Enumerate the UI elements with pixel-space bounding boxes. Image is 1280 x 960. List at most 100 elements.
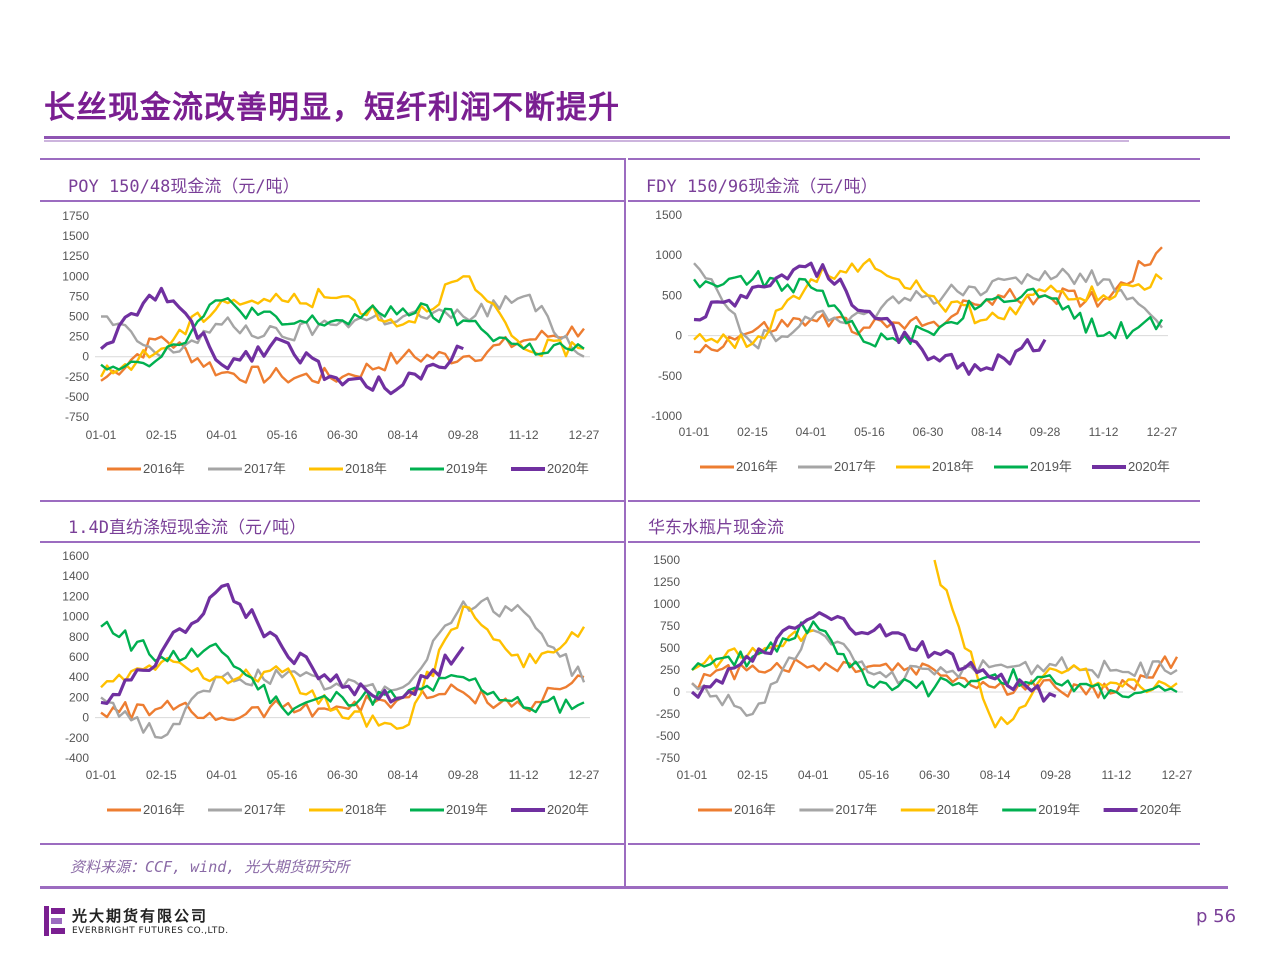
x-tick-label: 02-15 [737,425,768,439]
y-tick-label: 250 [69,330,89,344]
y-tick-label: -250 [65,370,89,384]
series-line-2 [691,629,1178,717]
x-tick-label: 08-14 [388,428,419,442]
y-tick-label: -500 [658,369,682,383]
y-tick-label: 0 [675,329,682,343]
y-tick-label: -250 [656,707,680,721]
y-tick-label: 1500 [62,229,89,243]
series-line-4 [693,270,1164,348]
legend-label: 2019年 [1030,459,1072,474]
x-tick-label: 09-28 [1040,768,1071,782]
y-tick-label: 1000 [655,248,682,262]
x-tick-label: 05-16 [854,425,885,439]
page-number: p 56 [1196,906,1237,927]
title-divider [44,136,1230,139]
series-line-1 [691,655,1179,699]
x-tick-label: 08-14 [388,768,419,782]
y-tick-label: 400 [69,670,89,684]
y-tick-label: 200 [69,690,89,704]
x-tick-label: 05-16 [267,428,298,442]
x-tick-label: 12-27 [1162,768,1193,782]
y-tick-label: 1000 [653,597,680,611]
y-tick-label: 1500 [655,208,682,222]
footer-divider [40,886,1228,889]
y-tick-label: 800 [69,630,89,644]
x-tick-label: 06-30 [327,428,358,442]
y-tick-label: 1400 [62,569,89,583]
company-name-cn: 光大期货有限公司 [72,907,209,925]
source-note: 资料来源：CCF, wind, 光大期货研究所 [70,858,350,876]
y-tick-label: 1500 [653,553,680,567]
y-tick-label: 500 [660,641,680,655]
series-line-5 [99,286,464,396]
x-tick-label: 04-01 [798,768,829,782]
legend-label: 2016年 [736,459,778,474]
y-tick-label: 1000 [62,610,89,624]
panel-vertical-divider [624,158,626,886]
panel-mid-rule-right [628,500,1200,502]
legend-label: 2019年 [1038,802,1080,817]
legend-label: 2016年 [734,802,776,817]
series-line-3 [693,258,1163,350]
legend-label: 2020年 [1128,459,1170,474]
y-tick-label: -1000 [651,409,682,423]
x-tick-label: 01-01 [86,428,117,442]
x-tick-label: 06-30 [919,768,950,782]
legend-label: 2017年 [244,802,286,817]
legend-label: 2016年 [143,461,185,476]
x-tick-label: 04-01 [796,425,827,439]
y-tick-label: -500 [65,390,89,404]
panel-title-rule-right-2 [628,541,1200,543]
legend-label: 2020年 [547,802,589,817]
y-tick-label: 1000 [62,269,89,283]
chart-poy-cashflow: 1750 1500 1250 1000 750 500 250 0 -250 -500 -750 01… [62,209,600,476]
chart-title-pet-chip: 华东水瓶片现金流 [648,518,784,538]
y-tick-label: 1600 [62,549,89,563]
series-line-5 [100,582,465,705]
series-line-3 [99,275,585,378]
x-tick-label: 12-27 [569,428,600,442]
series-line-5 [693,261,1047,376]
panel-title-rule-left-2 [40,541,624,543]
y-tick-label: 750 [69,289,89,303]
x-tick-label: 05-16 [267,768,298,782]
page-title: 长丝现金流改善明显，短纤利润不断提升 [44,90,620,126]
series-line-5 [690,611,1057,703]
x-tick-label: 01-01 [679,425,710,439]
chart-title-psf: 1.4D直纺涤短现金流（元/吨） [68,518,307,538]
legend-label: 2020年 [547,461,589,476]
x-tick-label: 12-27 [1147,425,1178,439]
x-tick-label: 11-12 [509,428,539,442]
x-tick-label: 11-12 [1101,768,1131,782]
y-tick-label: -500 [656,729,680,743]
x-tick-label: 09-28 [1030,425,1061,439]
x-tick-label: 05-16 [859,768,890,782]
y-tick-label: 500 [662,288,682,302]
x-tick-label: 02-15 [146,428,177,442]
company-name-en: EVERBRIGHT FUTURES CO.,LTD. [72,926,229,936]
legend-label: 2018年 [937,802,979,817]
y-tick-label: 1750 [62,209,89,223]
y-tick-label: -400 [65,751,89,765]
chart-pet-chip-cashflow: 1500 1250 1000 750 500 250 0 -250 -500 -750 01-01 0… [653,553,1193,817]
y-tick-label: -200 [65,731,89,745]
y-tick-label: 0 [82,350,89,364]
legend-label: 2017年 [244,461,286,476]
title-divider-shadow [44,140,1129,142]
series-line-4 [100,620,585,716]
chart-psf-cashflow: 1600 1400 1200 1000 800 600 400 200 0 -200 -400 01-… [62,549,600,817]
legend-label: 2017年 [835,802,877,817]
x-tick-label: 04-01 [206,768,237,782]
y-tick-label: 500 [69,310,89,324]
chart-fdy-cashflow: 1500 1000 500 0 -500 -1000 01-01 02-15 04-01 05-1… [651,208,1178,474]
panel-mid-rule-left [40,500,624,502]
legend-label: 2019年 [446,802,488,817]
x-tick-label: 01-01 [86,768,117,782]
y-tick-label: 750 [660,619,680,633]
x-tick-label: 12-27 [569,768,600,782]
chart-title-poy: POY 150/48现金流（元/吨） [68,177,300,197]
x-tick-label: 09-28 [448,428,479,442]
x-tick-label: 06-30 [913,425,944,439]
legend-label: 2018年 [345,802,387,817]
y-tick-label: 1250 [653,575,680,589]
